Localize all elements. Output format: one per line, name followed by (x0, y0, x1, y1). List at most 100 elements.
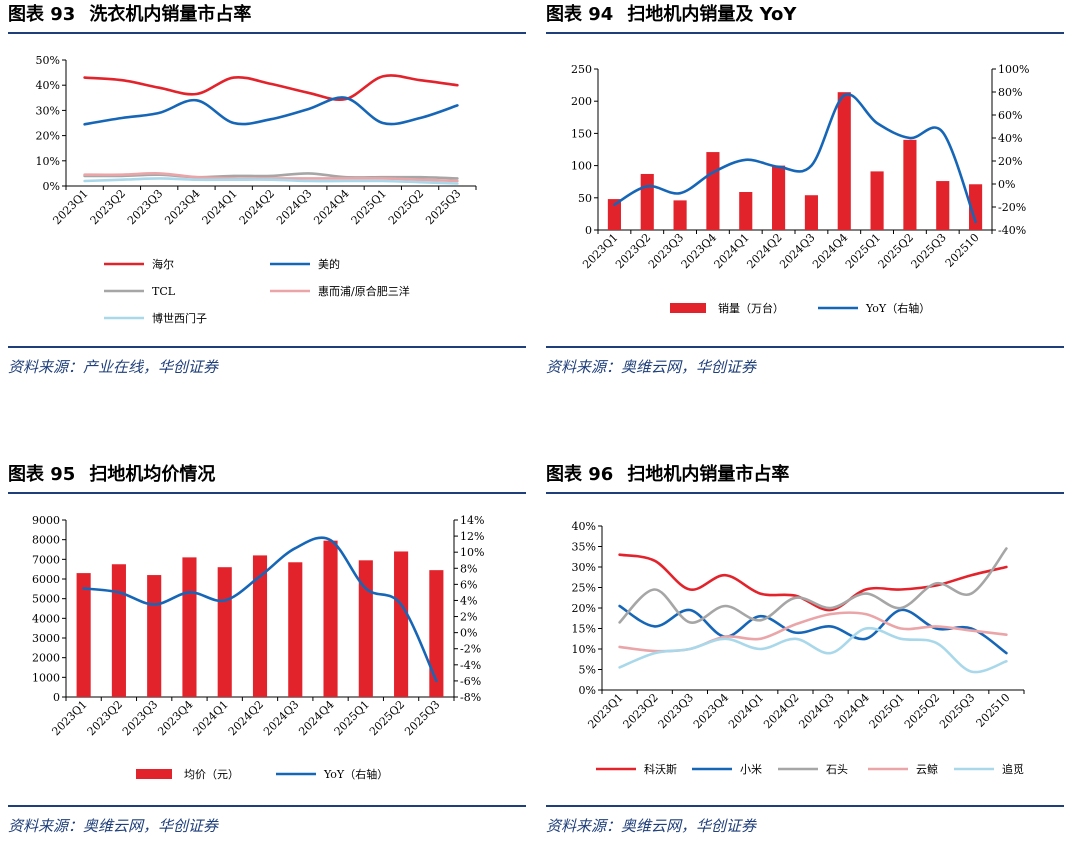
legend-label: 石头 (826, 763, 848, 776)
y2-tick-label: 2% (460, 611, 477, 624)
y-tick-label: 1000 (32, 671, 60, 684)
x-tick-label: 2024Q1 (191, 698, 231, 738)
y2-tick-label: 8% (460, 562, 477, 575)
x-tick-label: 2024Q3 (274, 187, 314, 227)
series-line (618, 553, 1008, 612)
y-tick-label: 30% (36, 104, 60, 117)
figure-title: 扫地机内销量市占率 (627, 464, 790, 485)
figure-label: 图表 96 (546, 464, 614, 485)
y2-tick-label: -2% (460, 643, 481, 656)
series-line (83, 172, 459, 180)
figure-label: 图表 95 (8, 464, 76, 485)
x-tick-label: 2025Q3 (937, 691, 977, 731)
legend-label: TCL (152, 285, 176, 298)
source-rule (8, 805, 526, 807)
y2-tick-label: -4% (460, 659, 481, 672)
x-tick-label: 2024Q4 (810, 231, 850, 271)
panel-title: 图表 95 扫地机均价情况 (8, 460, 526, 490)
x-tick-label: 2025Q2 (367, 698, 407, 738)
series-line (83, 177, 459, 185)
x-tick-label: 2023Q3 (656, 691, 696, 731)
bar (323, 540, 338, 697)
x-tick-label: 2025Q3 (402, 698, 442, 738)
x-tick-label: 2023Q2 (85, 698, 125, 738)
series-line (613, 93, 977, 224)
figure-title: 洗衣机内销量市占率 (89, 4, 252, 25)
y-tick-label: 20% (572, 602, 596, 615)
legend-label: 云鲸 (916, 762, 938, 776)
y-tick-label: 2000 (32, 652, 60, 665)
source-rule (546, 346, 1064, 348)
panel-95: 图表 95 扫地机均价情况 0 1000 2000 3000 4000 5000 6000 70… (8, 460, 526, 840)
y2-tick-label: -6% (460, 675, 481, 688)
y-tick-label: 200 (571, 95, 592, 108)
x-tick-label: 2024Q1 (200, 187, 240, 227)
bar (706, 152, 720, 230)
y-tick-label: 15% (572, 623, 596, 636)
panel-title: 图表 94 扫地机内销量及 YoY (546, 0, 1064, 30)
y2-tick-label: -40% (998, 224, 1026, 237)
x-tick-label: 2025Q1 (349, 187, 389, 227)
series-line (618, 547, 1008, 624)
x-tick-label: 2024Q2 (744, 231, 784, 271)
legend-label: 惠而浦/原合肥三洋 (318, 284, 410, 298)
x-tick-label: 2024Q2 (761, 691, 801, 731)
source-rule (546, 805, 1064, 807)
y-tick-label: 50% (36, 54, 60, 67)
y-tick-label: 100 (571, 160, 592, 173)
bar (252, 555, 268, 697)
bar (394, 551, 409, 697)
average-price-bar-line-chart: 0 1000 2000 3000 4000 5000 6000 7000 8000 9000 -8%… (32, 514, 484, 781)
y-tick-label: 3000 (32, 632, 60, 645)
y-tick-label: 9000 (32, 514, 60, 527)
x-tick-label: 2025Q1 (843, 231, 883, 271)
series-line (618, 626, 1008, 674)
x-tick-label: 2024Q1 (726, 691, 766, 731)
bar (147, 575, 162, 697)
x-tick-label: 2024Q3 (261, 698, 301, 738)
x-tick-label: 2023Q4 (155, 698, 195, 738)
x-tick-label: 2023Q3 (646, 231, 686, 271)
y-tick-label: 0% (579, 684, 596, 697)
bar (837, 92, 851, 231)
legend-label: 小米 (740, 763, 762, 776)
x-tick-label: 2023Q4 (679, 231, 719, 271)
bar (739, 192, 753, 230)
figure-label: 图表 94 (546, 4, 614, 25)
y2-tick-label: 12% (460, 530, 484, 543)
bar (870, 171, 884, 230)
source-rule (8, 346, 526, 348)
y-tick-label: 25% (572, 582, 596, 595)
y-tick-label: 35% (572, 541, 596, 554)
y2-tick-label: 80% (998, 86, 1022, 99)
series-line (618, 604, 1008, 655)
y-tick-label: 5% (579, 664, 596, 677)
y2-tick-label: 10% (460, 546, 484, 559)
bar (111, 564, 126, 697)
x-tick-label: 2023Q2 (621, 691, 661, 731)
y-tick-label: 40% (36, 79, 60, 92)
figure-title: 扫地机内销量及 YoY (627, 4, 797, 25)
y2-tick-label: 0% (998, 178, 1015, 191)
y2-tick-label: 40% (998, 132, 1022, 145)
bar (76, 573, 91, 697)
y2-tick-label: 14% (460, 514, 484, 527)
panel-title: 图表 96 扫地机内销量市占率 (546, 460, 1064, 490)
x-tick-label: 2023Q2 (88, 187, 128, 227)
x-tick-label: 2025Q1 (332, 698, 372, 738)
x-tick-label: 2025Q2 (902, 691, 942, 731)
panel-96: 图表 96 扫地机内销量市占率 0% 5% 10% 15% 20% 25% 30% 35% 40%… (546, 460, 1064, 840)
y-tick-label: 7000 (32, 553, 60, 566)
y-tick-label: 150 (571, 127, 592, 140)
y2-tick-label: 100% (998, 63, 1029, 76)
figure-title: 扫地机均价情况 (89, 464, 216, 485)
bar (358, 560, 373, 697)
source-note: 资料来源：奥维云网，华创证券 (8, 817, 219, 835)
bar (673, 200, 687, 230)
series-line (83, 74, 459, 102)
y2-tick-label: 0% (460, 627, 477, 640)
legend-label: YoY（右轴） (323, 767, 388, 781)
legend-label: 博世西门子 (152, 311, 207, 325)
bar (936, 181, 950, 230)
legend-label: 销量（万台） (718, 301, 784, 315)
